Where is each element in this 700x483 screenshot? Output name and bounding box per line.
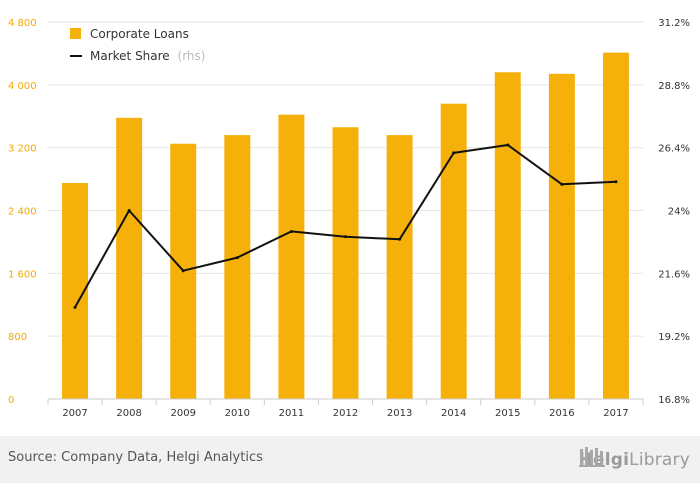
x-tick-label: 2012 [333, 408, 358, 419]
x-tick-label: 2016 [549, 408, 574, 419]
legend-swatch-corporate-loans [70, 28, 81, 39]
library-columns-icon [578, 447, 605, 467]
logo-text-library: Library [629, 450, 690, 470]
y-right-tick-label: 31.2% [658, 18, 690, 29]
bar-2013 [386, 135, 413, 399]
market-share-point-2013 [398, 237, 402, 241]
market-share-point-2011 [289, 229, 293, 233]
y-left-tick-label: 3 200 [8, 144, 37, 155]
x-tick-label: 2010 [225, 408, 250, 419]
x-tick-label: 2017 [603, 408, 628, 419]
y-left-tick-label: 4 800 [8, 18, 37, 29]
y-right-tick-label: 26.4% [658, 144, 690, 155]
axes: 0 800 1 600 2 400 3 200 4 000 4 800 16.8% 19.2% 2… [8, 18, 690, 419]
x-tick-label: 2008 [116, 408, 141, 419]
y-left-tick-label: 1 600 [8, 269, 37, 280]
y-left-tick-label: 0 [8, 395, 14, 406]
legend: Corporate Loans Market Share (rhs) [70, 27, 205, 63]
chart-canvas: 0 800 1 600 2 400 3 200 4 000 4 800 16.8% 19.2% 2… [8, 18, 690, 419]
bar-2010 [224, 135, 251, 399]
market-share-point-2008 [127, 209, 131, 212]
svg-text:Market Share (rhs): Market Share (rhs) [90, 49, 205, 63]
market-share-point-2007 [73, 305, 77, 309]
legend-label-corporate-loans: Corporate Loans [90, 27, 189, 41]
y-right-tick-label: 16.8% [658, 395, 690, 406]
market-share-point-2012 [344, 235, 347, 239]
bar-2008 [116, 117, 143, 399]
source-note: Source: Company Data, Helgi Analytics [8, 450, 263, 465]
x-tick-label: 2007 [62, 408, 87, 419]
bar-series-corporate-loans [62, 52, 629, 400]
y-right-tick-label: 28.8% [658, 81, 690, 92]
bar-2016 [548, 73, 575, 400]
x-tick-label: 2013 [387, 408, 412, 419]
bar-2015 [494, 72, 521, 400]
y-right-tick-label: 19.2% [658, 332, 690, 343]
helgi-library-logo: HelgiLibrary [578, 446, 690, 474]
market-share-point-2016 [560, 182, 564, 186]
bar-2014 [440, 103, 467, 399]
legend-label-market-share-suffix: (rhs) [178, 49, 206, 63]
market-share-point-2014 [452, 151, 456, 155]
y-right-tick-label: 21.6% [658, 269, 690, 280]
bar-2012 [332, 127, 359, 399]
y-right-tick-label: 24% [668, 207, 690, 218]
bar-2017 [602, 52, 629, 399]
x-tick-label: 2009 [171, 408, 196, 419]
market-share-point-2015 [506, 143, 510, 147]
footer [0, 436, 700, 483]
market-share-point-2009 [181, 269, 185, 273]
line-series-market-share [73, 143, 618, 309]
x-tick-label: 2014 [441, 408, 466, 419]
x-tick-label: 2011 [279, 408, 304, 419]
market-share-point-2017 [614, 180, 618, 184]
bar-2011 [278, 114, 305, 399]
x-tick-label: 2015 [495, 408, 520, 419]
legend-label-market-share: Market Share [90, 49, 170, 63]
y-left-tick-label: 2 400 [8, 207, 37, 218]
market-share-point-2010 [235, 256, 239, 260]
y-left-tick-label: 4 000 [8, 81, 37, 92]
y-left-tick-label: 800 [8, 332, 27, 343]
